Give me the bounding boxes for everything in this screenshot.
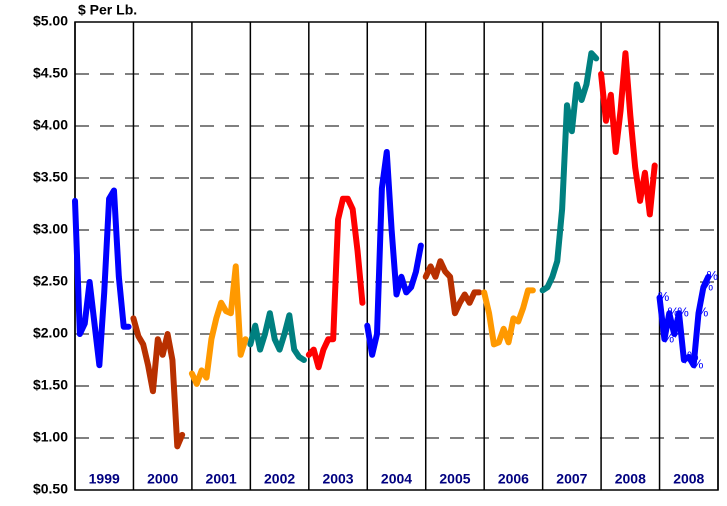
y-tick-label: $3.50	[33, 169, 68, 185]
year-label: 2001	[206, 471, 237, 487]
y-tick-label: $1.00	[33, 429, 68, 445]
y-tick-label: $1.50	[33, 377, 68, 393]
year-label: 2005	[439, 471, 470, 487]
year-label: 2003	[322, 471, 353, 487]
year-label: 2000	[147, 471, 178, 487]
point-marker: %	[682, 351, 694, 366]
point-marker: %	[668, 305, 680, 320]
price-line	[539, 50, 600, 294]
point-marker: %	[687, 348, 699, 363]
price-line	[598, 50, 658, 218]
year-label: 2002	[264, 471, 295, 487]
point-marker: %	[697, 305, 709, 320]
price-line	[247, 310, 307, 363]
year-label: 2004	[381, 471, 412, 487]
price-line	[130, 315, 186, 450]
year-label: 2007	[556, 471, 587, 487]
point-marker: %	[658, 289, 670, 304]
year-label: 2006	[498, 471, 529, 487]
y-tick-label: $0.50	[33, 481, 68, 497]
y-tick-label: $2.00	[33, 325, 68, 341]
price-line	[422, 258, 483, 317]
price-line	[305, 195, 366, 371]
year-label: 2008	[673, 471, 704, 487]
price-line	[364, 149, 424, 358]
point-marker: %	[663, 331, 675, 346]
point-marker: %	[706, 268, 718, 283]
y-tick-label: $2.50	[33, 273, 68, 289]
y-tick-label: $4.00	[33, 117, 68, 133]
point-marker: %	[672, 325, 684, 340]
year-label: 1999	[89, 471, 120, 487]
price-line	[188, 263, 249, 387]
y-tick-label: $3.00	[33, 221, 68, 237]
year-label: 2008	[615, 471, 646, 487]
price-line	[656, 273, 712, 369]
y-axis-label: $ Per Lb.	[78, 2, 137, 18]
price-line	[481, 287, 536, 348]
price-line	[72, 187, 132, 369]
y-tick-label: $5.00	[33, 13, 68, 29]
point-marker: %	[692, 357, 704, 372]
point-marker: %	[677, 305, 689, 320]
y-tick-label: $4.50	[33, 65, 68, 81]
point-marker: %	[702, 279, 714, 294]
